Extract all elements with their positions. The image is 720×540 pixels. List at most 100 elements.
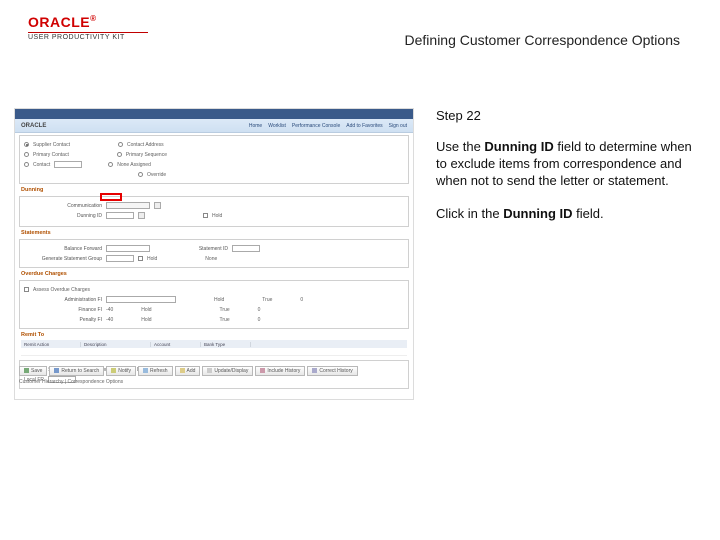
instruction-paragraph-1: Use the Dunning ID field to determine wh… [436, 139, 706, 190]
dunning-comm-lookup[interactable] [154, 202, 161, 209]
main-content: ORACLE Home Worklist Performance Console… [14, 108, 706, 400]
lbl-stmt-none: None [205, 256, 217, 262]
page-title: Defining Customer Correspondence Options [405, 32, 680, 48]
add-button[interactable]: Add [175, 366, 201, 376]
add-icon [180, 368, 185, 373]
fin-val: -40 [106, 307, 113, 313]
app-screenshot: ORACLE Home Worklist Performance Console… [14, 108, 414, 400]
history-icon [260, 368, 265, 373]
remit-thead: Remit Action Description Account Bank Ty… [21, 340, 407, 348]
lbl-dunning-hold: Hold [212, 213, 222, 219]
remit-row[interactable] [21, 348, 407, 356]
p1-pre: Use the [436, 139, 484, 154]
pen-true: True [220, 317, 230, 323]
oracle-logo: ORACLE® [28, 14, 148, 30]
statements-title: Statements [21, 230, 413, 236]
tab-home[interactable]: Home [249, 123, 262, 129]
th-account: Account [151, 342, 201, 347]
save-icon [24, 368, 29, 373]
return-button[interactable]: Return to Search [49, 366, 104, 376]
tab-worklist[interactable]: Worklist [268, 123, 286, 129]
correct-icon [312, 368, 317, 373]
remit-title: Remit To [21, 332, 413, 338]
app-footer: Save Return to Search Notify Refresh Add… [19, 363, 409, 385]
oracle-logo-block: ORACLE® USER PRODUCTIVITY KIT [28, 14, 148, 41]
brand-text: ORACLE [28, 14, 90, 30]
correct-history-button[interactable]: Correct History [307, 366, 357, 376]
highlight-dunning-id [100, 193, 122, 201]
lbl-fin: Finance FI [24, 307, 102, 313]
update-button[interactable]: Update/Display [202, 366, 253, 376]
th-bank: Bank Type [201, 342, 251, 347]
tab-perf[interactable]: Performance Console [292, 123, 340, 129]
radio-contact[interactable] [24, 162, 29, 167]
admin-field[interactable] [106, 296, 176, 303]
lbl-dunning-comm: Communication [24, 203, 102, 209]
th-descr: Description [81, 342, 151, 347]
lbl-none: None Assigned [117, 162, 151, 168]
lbl-dunning-id: Dunning ID [24, 213, 102, 219]
lbl-admin: Administration FI [24, 297, 102, 303]
app-bluebar: ORACLE Home Worklist Performance Console… [15, 119, 413, 133]
radio-seq[interactable] [117, 152, 122, 157]
radio-none[interactable] [108, 162, 113, 167]
lbl-contact: Contact [33, 162, 50, 168]
charges-title: Overdue Charges [21, 271, 413, 277]
fin-hold: Hold [141, 307, 151, 313]
radio-addr[interactable] [118, 142, 123, 147]
dunning-id-field[interactable] [106, 212, 134, 219]
save-button[interactable]: Save [19, 366, 47, 376]
include-history-button[interactable]: Include History [255, 366, 305, 376]
contact-field[interactable] [54, 161, 82, 168]
tab-fav[interactable]: Add to Favorites [346, 123, 382, 129]
p2-post: field. [573, 206, 604, 221]
step-label: Step 22 [436, 108, 706, 125]
lbl-supplier: Supplier Contact [33, 142, 70, 148]
pen-val: -40 [106, 317, 113, 323]
status-line: Customer Hierarchy | Correspondence Opti… [19, 379, 409, 385]
app-brand: ORACLE [21, 123, 46, 129]
refresh-button[interactable]: Refresh [138, 366, 173, 376]
notify-button[interactable]: Notify [106, 366, 136, 376]
lbl-stmtid: Statement ID [178, 246, 228, 252]
stmtid-field[interactable] [232, 245, 260, 252]
p1-bold: Dunning ID [484, 139, 553, 154]
registered-mark: ® [90, 14, 96, 23]
lbl-pen: Penalty FI [24, 317, 102, 323]
fin-zero: 0 [258, 307, 261, 313]
app-topbar [15, 109, 413, 119]
brand-subtitle: USER PRODUCTIVITY KIT [28, 34, 148, 41]
p2-bold: Dunning ID [503, 206, 572, 221]
lbl-seq: Primary Sequence [126, 152, 167, 158]
header: ORACLE® USER PRODUCTIVITY KIT Defining C… [28, 14, 700, 54]
stmt-hold-chk[interactable] [138, 256, 143, 261]
instruction-paragraph-2: Click in the Dunning ID field. [436, 206, 706, 223]
app-tabs: Home Worklist Performance Console Add to… [249, 123, 407, 129]
lbl-addr: Contact Address [127, 142, 164, 148]
th-remit: Remit Action [21, 342, 81, 347]
dunning-id-lookup[interactable] [138, 212, 145, 219]
radio-supplier[interactable] [24, 142, 29, 147]
notify-icon [111, 368, 116, 373]
radio-override[interactable] [138, 172, 143, 177]
refresh-icon [143, 368, 148, 373]
lbl-primary: Primary Contact [33, 152, 69, 158]
dunning-title: Dunning [21, 187, 413, 193]
dunning-comm-field[interactable] [106, 202, 150, 209]
p2-pre: Click in the [436, 206, 503, 221]
instructions-panel: Step 22 Use the Dunning ID field to dete… [436, 108, 706, 400]
lbl-stmt-hold: Hold [147, 256, 157, 262]
pen-zero: 0 [258, 317, 261, 323]
logo-rule [28, 32, 148, 33]
update-icon [207, 368, 212, 373]
tab-signout[interactable]: Sign out [389, 123, 407, 129]
fin-true: True [220, 307, 230, 313]
stmt-group-field[interactable] [106, 255, 134, 262]
radio-primary[interactable] [24, 152, 29, 157]
admin-true: True [262, 297, 272, 303]
lbl-assess: Assess Overdue Charges [33, 287, 90, 293]
lbl-override: Override [147, 172, 166, 178]
assess-chk[interactable] [24, 287, 29, 292]
balfwd-field[interactable] [106, 245, 150, 252]
dunning-hold-chk[interactable] [203, 213, 208, 218]
